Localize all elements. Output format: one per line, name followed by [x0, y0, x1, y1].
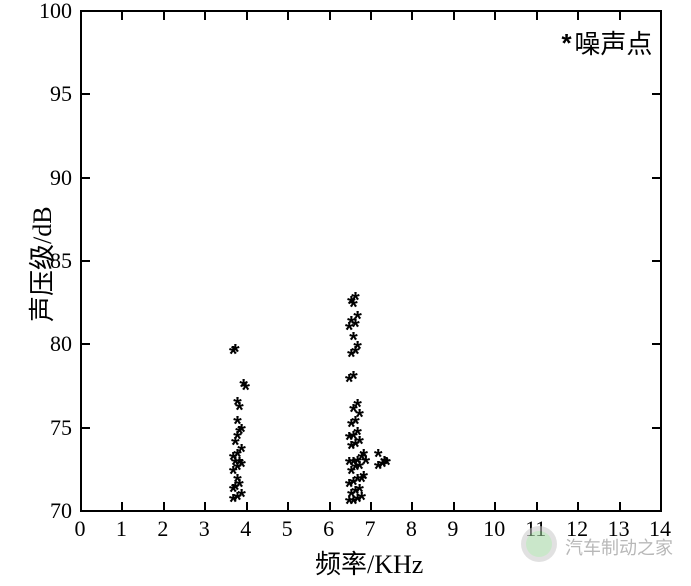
y-axis-title: 声压级/dB: [22, 206, 59, 322]
x-tick-label: 9: [433, 516, 473, 542]
legend: *噪声点: [559, 24, 653, 61]
x-tick: [370, 502, 372, 510]
y-tick-right: [652, 343, 660, 345]
axis-right: [660, 10, 662, 512]
legend-marker-icon: *: [559, 31, 575, 61]
x-tick: [80, 502, 82, 510]
x-tick: [163, 502, 165, 510]
watermark-text: 汽车制动之家: [565, 534, 673, 560]
x-tick-top: [536, 12, 538, 20]
x-tick: [453, 502, 455, 510]
x-tick-label: 6: [309, 516, 349, 542]
x-tick-top: [453, 12, 455, 20]
x-tick-top: [163, 12, 165, 20]
watermark-logo-icon: [520, 525, 558, 568]
x-tick: [121, 502, 123, 510]
x-tick: [329, 502, 331, 510]
x-tick-top: [329, 12, 331, 20]
x-tick: [577, 502, 579, 510]
x-tick-label: 7: [350, 516, 390, 542]
x-tick: [619, 502, 621, 510]
x-tick-top: [204, 12, 206, 20]
y-tick-right: [652, 260, 660, 262]
x-tick: [494, 502, 496, 510]
x-tick-top: [494, 12, 496, 20]
y-tick: [82, 177, 90, 179]
x-tick-label: 3: [184, 516, 224, 542]
x-tick-top: [660, 12, 662, 20]
x-tick: [660, 502, 662, 510]
x-tick-top: [246, 12, 248, 20]
x-tick: [411, 502, 413, 510]
noise-point-marker: *: [229, 344, 242, 366]
noise-point-marker: *: [349, 292, 362, 314]
x-tick: [536, 502, 538, 510]
y-tick-label: 100: [20, 0, 72, 24]
x-tick-label: 10: [474, 516, 514, 542]
x-tick-top: [619, 12, 621, 20]
x-tick-label: 1: [101, 516, 141, 542]
y-tick-label: 75: [20, 415, 72, 441]
axis-bottom: [80, 510, 662, 512]
x-tick-label: 2: [143, 516, 183, 542]
x-axis-title: 频率/KHz: [315, 544, 423, 581]
y-tick-label: 90: [20, 165, 72, 191]
noise-point-marker: *: [237, 379, 250, 401]
y-tick: [82, 10, 90, 12]
y-tick-label: 95: [20, 81, 72, 107]
x-tick-top: [287, 12, 289, 20]
y-tick-label: 80: [20, 331, 72, 357]
noise-point-marker: *: [347, 371, 360, 393]
y-tick: [82, 93, 90, 95]
noise-point-marker: *: [372, 449, 385, 471]
x-tick-label: 5: [267, 516, 307, 542]
x-tick-top: [80, 12, 82, 20]
x-tick-top: [121, 12, 123, 20]
y-tick-right: [652, 427, 660, 429]
scatter-chart: 01234567891011121314 707580859095100 频率/…: [0, 0, 691, 586]
y-tick: [82, 427, 90, 429]
x-tick-top: [411, 12, 413, 20]
legend-label: 噪声点: [574, 30, 652, 59]
y-tick-right: [652, 177, 660, 179]
x-tick-top: [370, 12, 372, 20]
x-tick: [287, 502, 289, 510]
y-tick: [82, 510, 90, 512]
y-tick-right: [652, 93, 660, 95]
y-tick: [82, 343, 90, 345]
y-tick-right: [652, 10, 660, 12]
y-tick-label: 70: [20, 498, 72, 524]
x-tick: [204, 502, 206, 510]
y-tick: [82, 260, 90, 262]
x-tick-label: 8: [391, 516, 431, 542]
y-tick-right: [652, 510, 660, 512]
x-tick-top: [577, 12, 579, 20]
noise-point-marker: *: [351, 399, 364, 421]
x-tick-label: 4: [226, 516, 266, 542]
